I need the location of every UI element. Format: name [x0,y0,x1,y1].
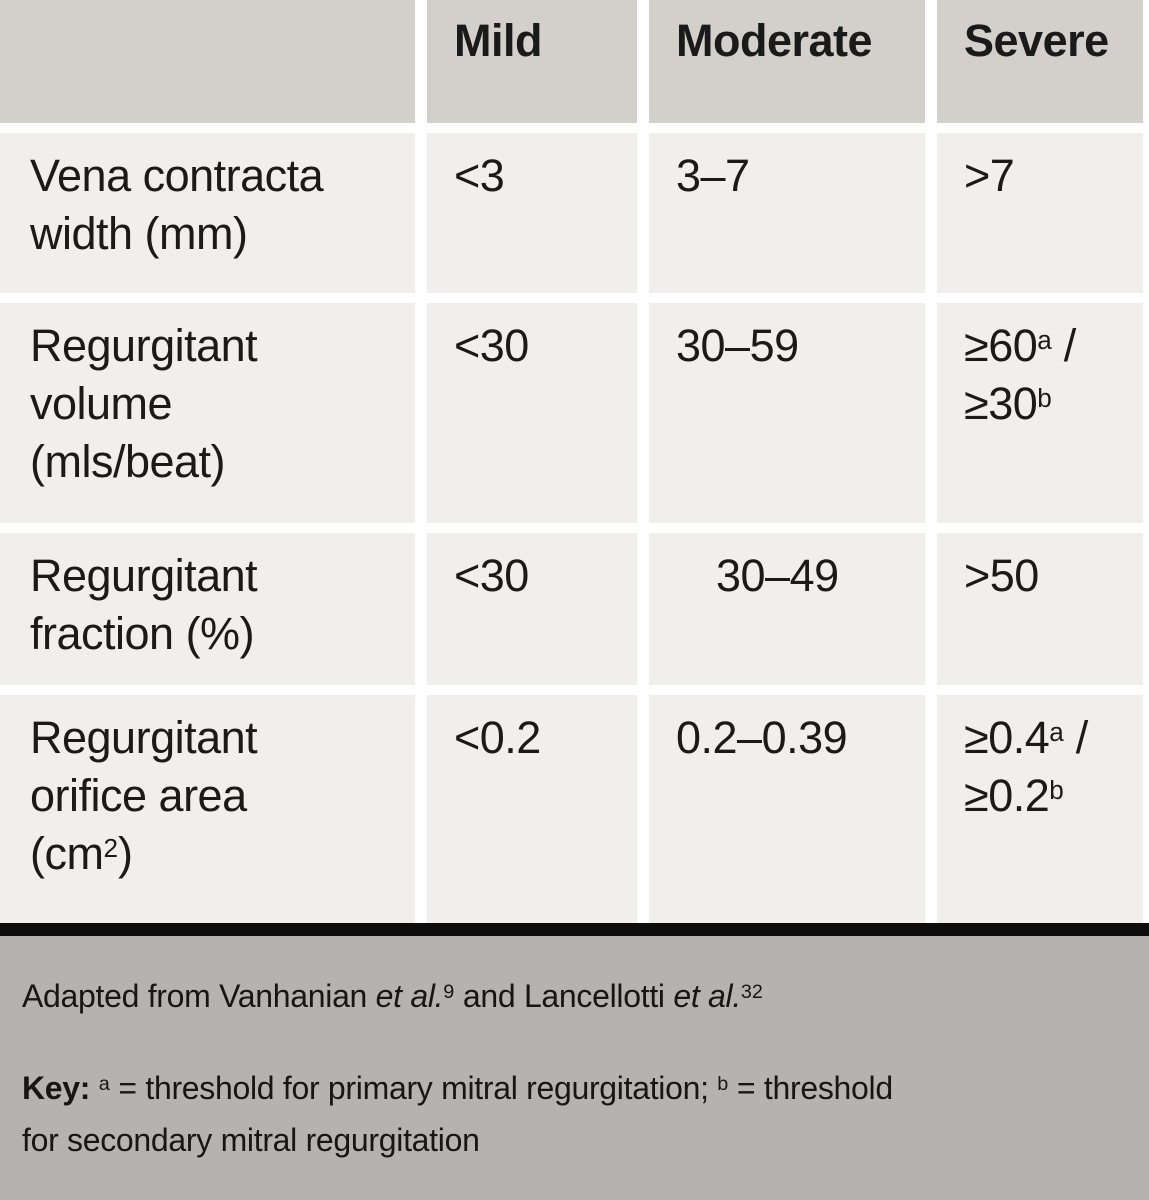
label-line: fraction (%) [30,608,255,659]
label-line: Regurgitant [30,320,258,371]
label-line: Vena contracta [30,150,324,201]
cell-vena-contracta-mild: <3 [427,133,637,293]
source-note: Adapted from Vanhanian et al.9 and Lance… [22,970,1125,1022]
threshold-sup-a: a [1037,325,1052,356]
header-cell-mild: Mild [427,0,637,123]
table-bottom-border [0,923,1149,936]
cell-regurgitant-fraction-mild: <30 [427,533,637,685]
cell-regurgitant-orifice-severe: ≥0.4a / ≥0.2b [937,695,1143,923]
label-line: volume [30,378,173,429]
label-line: (mls/beat) [30,436,226,487]
label-line: Regurgitant [30,712,258,763]
label-line: (cm [30,828,104,879]
cell-vena-contracta-moderate: 3–7 [649,133,925,293]
key-sup-b: b [717,1073,729,1096]
header-cell-severe: Severe [937,0,1143,123]
key-note: Key: a = threshold for primary mitral re… [22,1062,1125,1166]
label-line: Regurgitant [30,550,258,601]
cell-regurgitant-fraction-moderate: 30–49 [649,533,925,685]
et-al-italic: et al. [673,978,741,1014]
row-label-regurgitant-volume: Regurgitant volume (mls/beat) [0,303,415,523]
severe-separator: / [1063,712,1089,763]
threshold-sup-b: b [1049,775,1064,806]
cell-regurgitant-orifice-moderate: 0.2–0.39 [649,695,925,923]
severity-table: Mild Moderate Severe Vena contracta widt… [0,0,1143,923]
severe-value: ≥0.4 [964,712,1050,763]
severe-separator: / [1051,320,1077,371]
row-label-vena-contracta-width: Vena contracta width (mm) [0,133,415,293]
threshold-sup-b: b [1037,383,1052,414]
header-cell-moderate: Moderate [649,0,925,123]
squared-sup: 2 [103,833,118,864]
cell-regurgitant-volume-moderate: 30–59 [649,303,925,523]
cell-regurgitant-volume-severe: ≥60a / ≥30b [937,303,1143,523]
key-text: for secondary mitral regurgitation [22,1122,480,1158]
header-cell-empty [0,0,415,123]
cell-vena-contracta-severe: >7 [937,133,1143,293]
label-line: ) [118,828,133,879]
row-label-regurgitant-orifice-area: Regurgitant orifice area (cm2) [0,695,415,923]
key-sup-a: a [98,1073,110,1096]
source-text: Adapted from Vanhanian [22,978,376,1014]
key-text: = threshold for primary mitral regurgita… [109,1070,718,1106]
citation-ref-32: 32 [740,981,763,1004]
et-al-italic: et al. [375,978,444,1014]
label-line: width (mm) [30,208,248,259]
cell-regurgitant-fraction-severe: >50 [937,533,1143,685]
severe-value: ≥0.2 [964,770,1050,821]
source-text: and Lancellotti [454,978,674,1014]
citation-ref-9: 9 [443,981,455,1004]
severe-value: ≥60 [964,320,1038,371]
severe-value: ≥30 [964,378,1038,429]
row-label-regurgitant-fraction: Regurgitant fraction (%) [0,533,415,685]
cell-regurgitant-orifice-mild: <0.2 [427,695,637,923]
key-label: Key: [22,1070,99,1106]
threshold-sup-a: a [1049,717,1064,748]
label-line: orifice area [30,770,247,821]
key-text: = threshold [728,1070,893,1106]
footnote-panel: Adapted from Vanhanian et al.9 and Lance… [0,936,1149,1200]
cell-regurgitant-volume-mild: <30 [427,303,637,523]
